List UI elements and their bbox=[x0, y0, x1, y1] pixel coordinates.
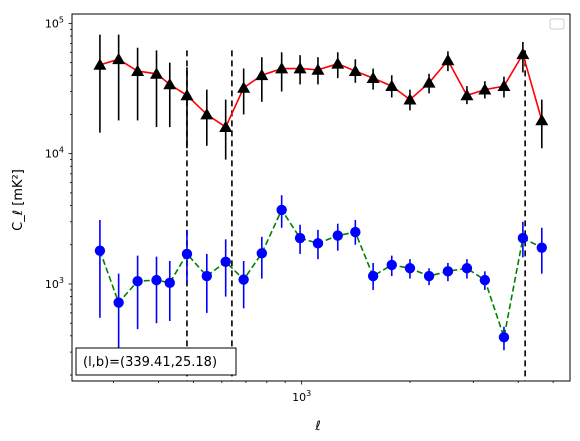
data-point bbox=[293, 62, 307, 74]
y-axis-label: C_ℓ [mK²] bbox=[11, 169, 26, 231]
data-point bbox=[131, 64, 145, 76]
x-axis-label: ℓ bbox=[314, 419, 320, 434]
data-point bbox=[255, 68, 269, 81]
data-point bbox=[312, 238, 324, 249]
data-point bbox=[460, 88, 474, 101]
y-tick-label: 103 bbox=[45, 276, 64, 291]
x-tick-label: 103 bbox=[292, 389, 311, 404]
data-point bbox=[294, 232, 306, 244]
data-point bbox=[478, 83, 492, 95]
data-point bbox=[385, 79, 399, 91]
data-point bbox=[498, 332, 510, 343]
data-point bbox=[132, 276, 143, 287]
data-point bbox=[403, 93, 417, 105]
data-point bbox=[479, 274, 491, 286]
plot-frame bbox=[71, 13, 571, 382]
legend-box bbox=[549, 18, 565, 30]
axes bbox=[68, 13, 571, 385]
annotation-frame bbox=[75, 347, 237, 376]
data-point bbox=[423, 270, 435, 282]
tick-labels: 103 104 105 103 bbox=[45, 15, 311, 404]
data-point bbox=[497, 79, 511, 91]
data-point bbox=[200, 107, 214, 120]
series-2 bbox=[94, 195, 547, 363]
series-1 bbox=[93, 34, 549, 160]
data-point bbox=[181, 248, 193, 260]
data-point bbox=[441, 53, 455, 66]
data-point bbox=[164, 277, 175, 289]
data-point bbox=[367, 270, 379, 282]
data-point bbox=[331, 57, 345, 69]
data-point bbox=[238, 274, 249, 285]
data-point bbox=[256, 248, 268, 259]
data-point bbox=[237, 81, 251, 93]
data-point bbox=[422, 76, 436, 88]
series-layer bbox=[93, 34, 549, 363]
data-point bbox=[516, 47, 530, 60]
y-tick-label: 105 bbox=[45, 15, 64, 30]
data-point bbox=[163, 77, 177, 90]
data-point bbox=[517, 232, 529, 244]
data-point bbox=[332, 230, 343, 241]
plot-area bbox=[93, 34, 549, 381]
data-point bbox=[442, 266, 454, 277]
data-point bbox=[350, 226, 361, 238]
data-point bbox=[536, 242, 547, 253]
data-point bbox=[404, 263, 416, 274]
data-point bbox=[311, 63, 325, 75]
data-point bbox=[461, 263, 473, 274]
data-point bbox=[151, 274, 162, 286]
annotation-box: (l,b)=(339.41,25.18) bbox=[75, 347, 237, 376]
data-point bbox=[276, 204, 287, 216]
data-point bbox=[275, 62, 289, 74]
data-point bbox=[219, 120, 233, 132]
data-point bbox=[348, 64, 362, 76]
data-point bbox=[180, 88, 194, 101]
data-point bbox=[112, 52, 126, 65]
data-point bbox=[220, 256, 231, 267]
annotation-text: (l,b)=(339.41,25.18) bbox=[83, 355, 217, 370]
data-point bbox=[535, 113, 549, 126]
data-point bbox=[113, 297, 124, 308]
data-point bbox=[93, 58, 107, 70]
data-point bbox=[94, 245, 106, 256]
data-point bbox=[366, 71, 380, 83]
data-point bbox=[150, 67, 164, 79]
y-tick-label: 104 bbox=[45, 146, 64, 161]
data-point bbox=[386, 259, 397, 271]
data-point bbox=[201, 270, 213, 282]
